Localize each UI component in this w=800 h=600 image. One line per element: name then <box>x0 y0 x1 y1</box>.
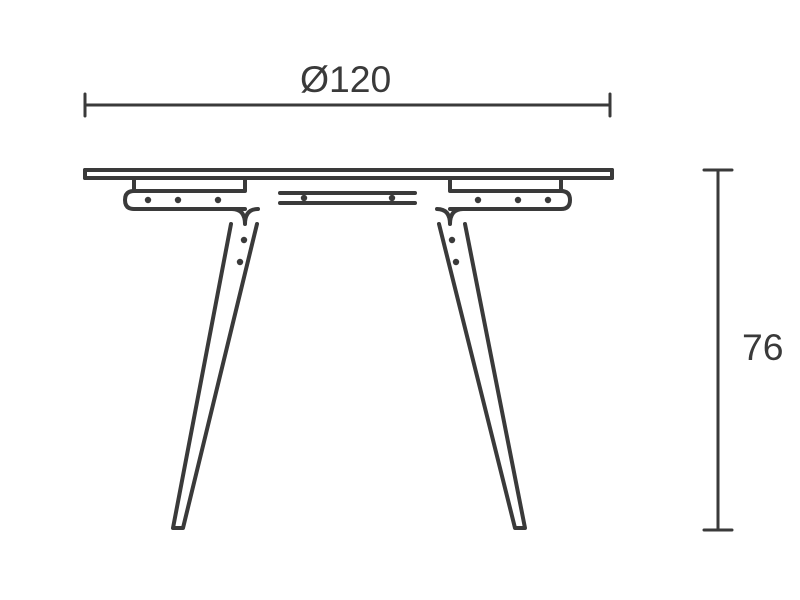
drawing-canvas: Ø120 76 <box>0 0 800 600</box>
width-dimension-label: Ø120 <box>300 58 391 101</box>
height-dimension-label: 76 <box>742 326 784 369</box>
technical-drawing-svg <box>0 0 800 600</box>
